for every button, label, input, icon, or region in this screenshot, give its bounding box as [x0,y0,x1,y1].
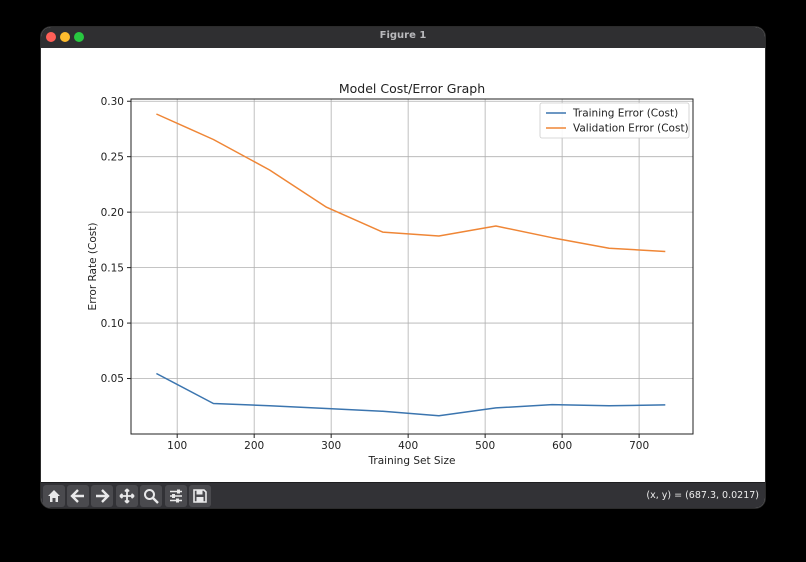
magnifier-icon [144,489,159,504]
series-line-validation-error [156,113,666,253]
minimize-window-button[interactable] [60,32,70,42]
x-tick-label: 500 [475,440,495,452]
x-axis-label: Training Set Size [368,455,456,467]
y-tick-label: 0.25 [101,151,124,163]
floppy-icon [193,489,207,503]
configure-subplots-button[interactable] [165,485,187,507]
home-icon [48,490,60,502]
line-chart: 100 200 300 400 500 600 700 0.05 0.10 0.15 0.20 0.2… [87,81,694,467]
y-tick-label: 0.05 [101,373,124,385]
move-icon [119,488,135,504]
chart-title: Model Cost/Error Graph [339,81,485,96]
zoom-button[interactable] [140,485,162,507]
y-tick-label: 0.10 [101,318,124,330]
window-title: Figure 1 [379,30,427,41]
cursor-coordinates: (x, y) = (687.3, 0.0217) [646,490,759,501]
y-tick-label: 0.30 [101,96,124,108]
legend: Training Error (Cost) Validation Error (C… [539,102,690,139]
back-button[interactable] [67,485,89,507]
axis-ticks: 100 200 300 400 500 600 700 0.05 0.10 0.15 0.20 0.2… [101,96,650,452]
arrow-left-icon [70,489,84,503]
y-tick-label: 0.15 [101,262,124,274]
x-tick-label: 300 [321,440,341,452]
y-tick-label: 0.20 [101,207,124,219]
pan-button[interactable] [116,485,138,507]
x-tick-label: 400 [398,440,418,452]
axes-frame [130,98,694,435]
legend-label: Training Error (Cost) [572,108,678,120]
forward-button[interactable] [91,485,113,507]
arrow-right-icon [96,489,110,503]
title-bar: Figure 1 [41,27,765,49]
legend-label: Validation Error (Cost) [573,123,689,135]
y-axis-label: Error Rate (Cost) [87,223,99,311]
x-tick-label: 100 [167,440,187,452]
navigation-toolbar: (x, y) = (687.3, 0.0217) [41,482,765,508]
save-button[interactable] [189,485,211,507]
legend-box [539,102,690,139]
maximize-window-button[interactable] [74,32,84,42]
x-tick-label: 600 [552,440,572,452]
series-lines [156,113,666,417]
figure-window: Figure 1 100 200 300 400 500 600 700 0.05 0.10 0.… [41,27,765,508]
home-button[interactable] [43,485,65,507]
sliders-icon [170,489,182,503]
close-window-button[interactable] [46,32,56,42]
x-tick-label: 200 [244,440,264,452]
grid-lines [131,99,693,434]
series-line-training-error [156,372,666,417]
x-tick-label: 700 [629,440,649,452]
figure-canvas[interactable]: 100 200 300 400 500 600 700 0.05 0.10 0.15 0.20 0.2… [41,48,765,482]
